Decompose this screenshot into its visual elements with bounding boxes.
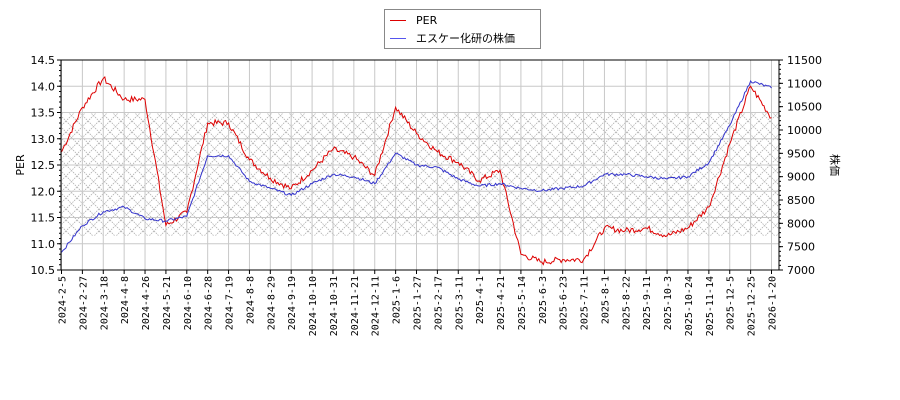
- legend-item-stock-price: エスケー化研の株価: [390, 30, 515, 46]
- svg-text:9500: 9500: [787, 147, 815, 160]
- svg-text:14.0: 14.0: [31, 80, 56, 93]
- svg-text:2025-1-6: 2025-1-6: [392, 276, 403, 324]
- svg-text:2025-4-1: 2025-4-1: [475, 276, 486, 324]
- legend-label: PER: [416, 13, 438, 27]
- svg-text:7500: 7500: [787, 241, 815, 254]
- svg-text:7000: 7000: [787, 264, 815, 277]
- svg-text:2024-12-11: 2024-12-11: [371, 276, 382, 336]
- svg-text:10500: 10500: [787, 101, 822, 114]
- svg-text:2024-4-8: 2024-4-8: [120, 276, 131, 324]
- svg-text:2025-8-1: 2025-8-1: [600, 276, 611, 324]
- svg-text:11500: 11500: [787, 54, 822, 67]
- svg-text:9000: 9000: [787, 171, 815, 184]
- legend: PER エスケー化研の株価: [384, 9, 541, 49]
- svg-text:2025-11-14: 2025-11-14: [705, 276, 716, 336]
- svg-text:2024-10-10: 2024-10-10: [308, 276, 319, 336]
- svg-text:8500: 8500: [787, 194, 815, 207]
- legend-swatch-blue: [390, 37, 406, 39]
- svg-text:2025-6-23: 2025-6-23: [559, 276, 570, 330]
- svg-text:2025-9-11: 2025-9-11: [642, 276, 653, 330]
- svg-text:2024-4-26: 2024-4-26: [141, 276, 152, 330]
- svg-text:2024-3-18: 2024-3-18: [99, 276, 110, 330]
- svg-text:12.0: 12.0: [31, 185, 56, 198]
- svg-text:10.5: 10.5: [31, 264, 56, 277]
- svg-text:2025-6-3: 2025-6-3: [538, 276, 549, 324]
- svg-text:2024-8-8: 2024-8-8: [245, 276, 256, 324]
- svg-text:2024-10-31: 2024-10-31: [329, 276, 340, 336]
- legend-label: エスケー化研の株価: [416, 32, 515, 45]
- svg-text:2024-5-21: 2024-5-21: [162, 276, 173, 330]
- svg-text:2024-8-29: 2024-8-29: [266, 276, 277, 330]
- svg-text:11.0: 11.0: [31, 238, 56, 251]
- svg-text:2025-5-14: 2025-5-14: [517, 276, 528, 330]
- svg-text:2025-12-25: 2025-12-25: [747, 276, 758, 336]
- y-axis-left: 10.5 11.0 11.5 12.0 12.5 13.0 13.5 14.0 14.5: [31, 54, 61, 277]
- svg-text:13.0: 13.0: [31, 133, 56, 146]
- y-axis-label-left: PER: [14, 154, 27, 176]
- svg-text:2025-4-21: 2025-4-21: [496, 276, 507, 330]
- y-axis-right: 7000 7500 8000 8500 9000 9500 10000 10500 11000 1…: [779, 54, 822, 277]
- legend-swatch-red: [390, 19, 406, 21]
- svg-text:11.5: 11.5: [31, 212, 56, 225]
- svg-text:14.5: 14.5: [31, 54, 56, 67]
- svg-text:2025-2-17: 2025-2-17: [433, 276, 444, 330]
- svg-text:2024-7-19: 2024-7-19: [225, 276, 236, 330]
- svg-text:12.5: 12.5: [31, 159, 56, 172]
- svg-text:2024-11-21: 2024-11-21: [350, 276, 361, 336]
- svg-text:2024-6-10: 2024-6-10: [183, 276, 194, 330]
- svg-text:2025-10-3: 2025-10-3: [663, 276, 674, 330]
- shaded-band: [61, 112, 779, 236]
- svg-text:10000: 10000: [787, 124, 822, 137]
- svg-text:2025-3-11: 2025-3-11: [454, 276, 465, 330]
- series-lines: [61, 76, 772, 266]
- svg-text:2025-7-11: 2025-7-11: [580, 276, 591, 330]
- svg-text:2025-8-22: 2025-8-22: [621, 276, 632, 330]
- svg-text:2024-2-27: 2024-2-27: [78, 276, 89, 330]
- svg-text:2026-1-20: 2026-1-20: [768, 276, 779, 330]
- svg-text:13.5: 13.5: [31, 107, 56, 120]
- svg-text:8000: 8000: [787, 217, 815, 230]
- svg-text:2025-12-5: 2025-12-5: [726, 276, 737, 330]
- x-axis: 2024-2-5 2024-2-27 2024-3-18 2024-4-8 2024-4…: [58, 270, 779, 336]
- svg-text:2024-9-19: 2024-9-19: [287, 276, 298, 330]
- grid-lines: [61, 59, 779, 271]
- svg-text:2024-6-28: 2024-6-28: [204, 276, 215, 330]
- svg-text:2024-2-5: 2024-2-5: [58, 276, 69, 324]
- svg-text:2025-1-27: 2025-1-27: [413, 276, 424, 330]
- svg-text:2025-10-24: 2025-10-24: [684, 276, 695, 336]
- y-axis-label-right: 株価: [828, 154, 842, 176]
- legend-item-per: PER: [390, 12, 437, 28]
- svg-text:11000: 11000: [787, 77, 822, 90]
